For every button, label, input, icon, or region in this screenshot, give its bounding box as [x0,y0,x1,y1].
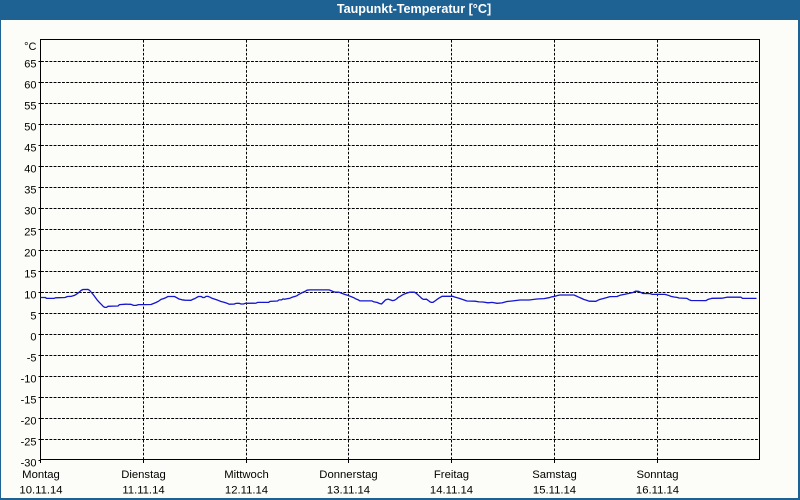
svg-text:55: 55 [24,101,36,113]
svg-text:50: 50 [24,122,36,134]
svg-text:-25: -25 [21,437,37,449]
svg-text:-10: -10 [21,374,37,386]
svg-text:10: 10 [24,290,36,302]
svg-text:0: 0 [30,332,36,344]
svg-text:Montag: Montag [22,469,60,481]
svg-text:-20: -20 [21,416,37,428]
svg-text:-15: -15 [21,395,37,407]
svg-text:25: 25 [24,227,36,239]
svg-text:45: 45 [24,143,36,155]
svg-text:Sonntag: Sonntag [636,469,678,481]
svg-text:-30: -30 [21,458,37,470]
svg-text:10.11.14: 10.11.14 [19,484,62,496]
svg-text:15: 15 [24,269,36,281]
svg-text:Dienstag: Dienstag [121,469,166,481]
svg-text:20: 20 [24,248,36,260]
svg-text:40: 40 [24,164,36,176]
svg-text:°C: °C [24,41,36,53]
svg-text:12.11.14: 12.11.14 [225,484,268,496]
svg-text:13.11.14: 13.11.14 [327,484,370,496]
svg-text:35: 35 [24,185,36,197]
svg-text:65: 65 [24,59,36,71]
svg-text:-5: -5 [27,353,37,365]
svg-text:15.11.14: 15.11.14 [533,484,576,496]
svg-text:16.11.14: 16.11.14 [636,484,679,496]
svg-text:Donnerstag: Donnerstag [319,469,377,481]
svg-text:Samstag: Samstag [532,469,577,481]
svg-text:60: 60 [24,80,36,92]
svg-text:11.11.14: 11.11.14 [122,484,164,496]
svg-text:14.11.14: 14.11.14 [430,484,473,496]
svg-text:5: 5 [30,311,36,323]
svg-text:Taupunkt-Temperatur [°C]: Taupunkt-Temperatur [°C] [337,2,491,16]
svg-text:Mittwoch: Mittwoch [224,469,269,481]
svg-text:30: 30 [24,206,36,218]
svg-text:Freitag: Freitag [434,469,469,481]
